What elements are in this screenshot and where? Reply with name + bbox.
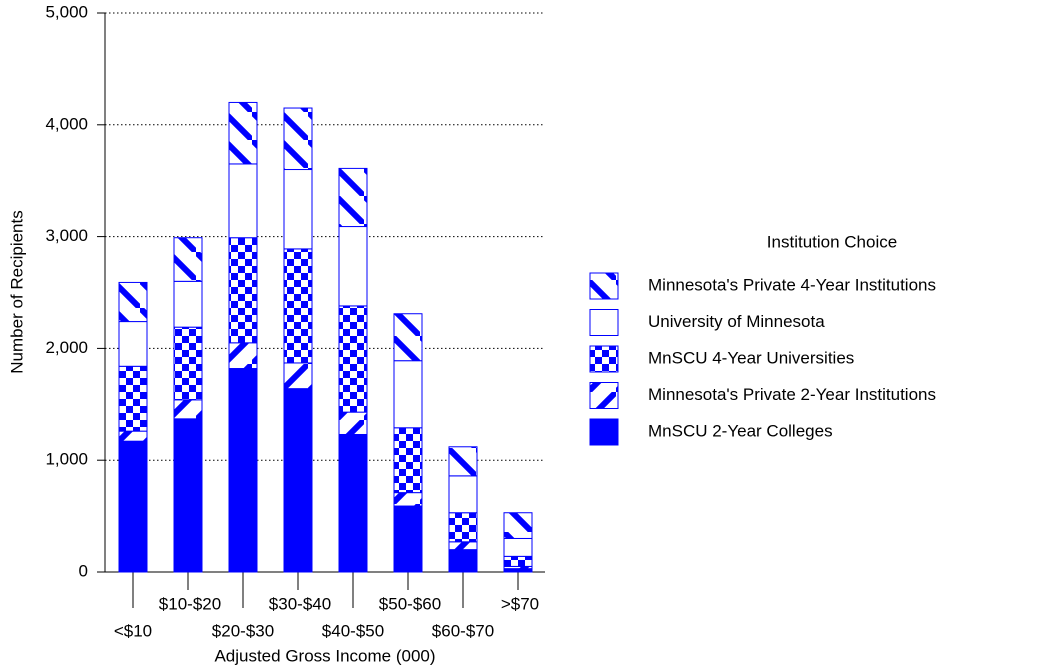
bar-segment (393, 505, 423, 573)
x-tick-label: $20-$30 (212, 621, 274, 640)
bar-segment (173, 418, 203, 573)
legend-swatch (589, 418, 619, 446)
bar-segment (503, 537, 533, 557)
x-tick-label: $50-$60 (379, 594, 441, 613)
bar-segment (448, 475, 478, 514)
bar-segment (448, 512, 478, 543)
y-tick-label: 3,000 (45, 226, 88, 245)
bar-segment (173, 280, 203, 328)
bar-segment (173, 399, 203, 420)
bar-segment (283, 107, 313, 171)
legend-label: University of Minnesota (648, 312, 825, 331)
bar-segment (118, 365, 148, 432)
bar-segment (393, 313, 423, 362)
bar-segment (118, 321, 148, 367)
bar-segment (338, 226, 368, 307)
legend-swatch (589, 309, 619, 336)
legend-label: Minnesota's Private 4-Year Institutions (648, 275, 936, 294)
bar-segment (338, 433, 368, 573)
x-tick-label: <$10 (114, 621, 152, 640)
y-tick-label: 2,000 (45, 338, 88, 357)
bar-segment (338, 411, 368, 435)
legend-title: Institution Choice (767, 232, 897, 251)
bar-segment (448, 541, 478, 551)
bar-segment (228, 342, 258, 370)
y-tick-label: 1,000 (45, 450, 88, 469)
bar-segment (228, 237, 258, 344)
bar-segment (283, 388, 313, 573)
x-tick-label: $40-$50 (322, 621, 384, 640)
bar-segment (283, 362, 313, 390)
legend-label: MnSCU 4-Year Universities (648, 348, 854, 367)
x-axis-label: Adjusted Gross Income (000) (214, 646, 435, 665)
bar-segment (283, 248, 313, 364)
bar-segment (228, 101, 258, 165)
bar-segment (393, 427, 423, 494)
legend-swatch (589, 345, 619, 373)
bar-segment (283, 169, 313, 250)
bar-segment (338, 305, 368, 413)
y-axis-label: Number of Recipients (7, 210, 26, 373)
legend-swatch (589, 382, 619, 409)
y-tick-label: 0 (79, 561, 88, 580)
bar-segment (503, 555, 533, 567)
bar-segment (118, 430, 148, 442)
bar-segment (228, 163, 258, 239)
bar-segment (228, 368, 258, 573)
bar-segment (393, 492, 423, 507)
bar-segment (393, 360, 423, 429)
bar-segment (173, 237, 203, 282)
bar-segment (448, 446, 478, 477)
bar-segment (503, 512, 533, 539)
x-tick-label: $10-$20 (159, 594, 221, 613)
legend-label: Minnesota's Private 2-Year Institutions (648, 385, 936, 404)
y-tick-label: 4,000 (45, 114, 88, 133)
bar-segment (118, 281, 148, 323)
bar-segment (448, 549, 478, 573)
x-tick-label: >$70 (501, 594, 539, 613)
bar-segment (503, 568, 533, 573)
legend-swatch (589, 272, 619, 300)
x-tick-label: $60-$70 (432, 621, 494, 640)
legend-label: MnSCU 2-Year Colleges (648, 421, 833, 440)
x-tick-label: $30-$40 (269, 594, 331, 613)
bar-segment (118, 440, 148, 573)
bar-segment (173, 326, 203, 401)
y-tick-label: 5,000 (45, 2, 88, 21)
bar-segment (338, 167, 368, 228)
